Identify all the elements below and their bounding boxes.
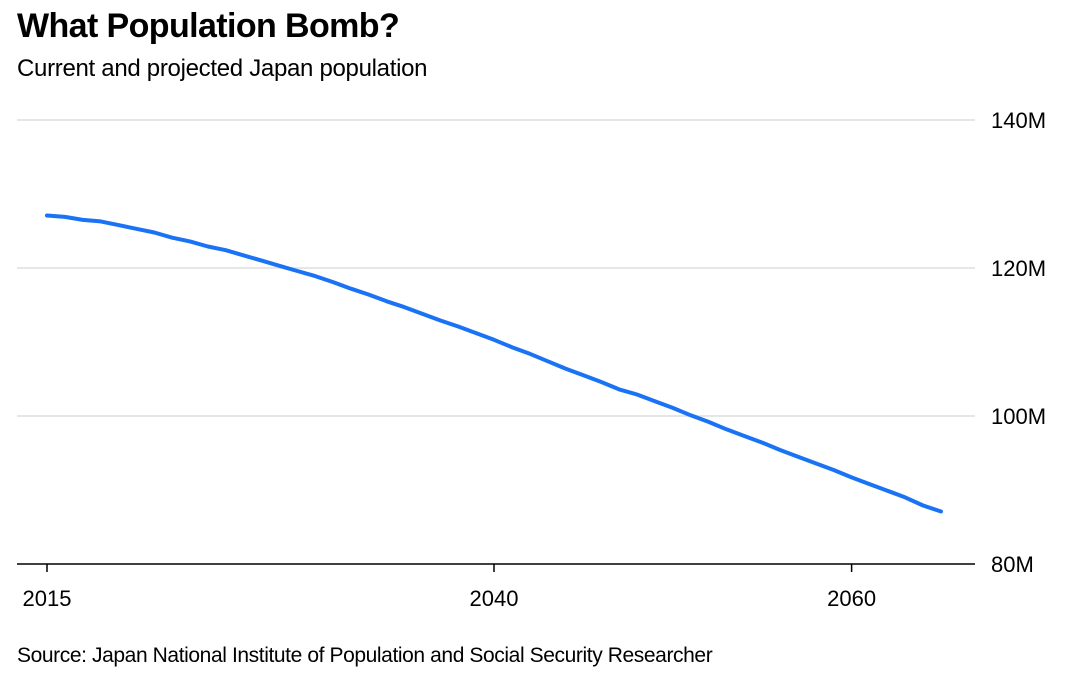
y-tick-label-80M: 80M bbox=[991, 552, 1034, 577]
x-axis-tick-labels: 2015 2040 2060 bbox=[23, 586, 877, 611]
y-tick-label-140M: 140M bbox=[991, 108, 1046, 133]
source-note: Source: Japan National Institute of Popu… bbox=[17, 644, 713, 667]
y-tick-label-120M: 120M bbox=[991, 256, 1046, 281]
y-axis-tick-labels: 80M 100M 120M 140M bbox=[991, 108, 1046, 577]
x-tick-label-2015: 2015 bbox=[23, 586, 72, 611]
chart-title: What Population Bomb? bbox=[17, 7, 400, 45]
y-tick-label-100M: 100M bbox=[991, 404, 1046, 429]
chart-subtitle: Current and projected Japan population bbox=[17, 55, 428, 82]
series-layer bbox=[45, 213, 943, 514]
population-series-line bbox=[45, 213, 943, 514]
x-axis bbox=[17, 563, 975, 572]
gridlines bbox=[17, 119, 975, 417]
x-tick-label-2060: 2060 bbox=[827, 586, 876, 611]
x-tick-label-2040: 2040 bbox=[470, 586, 519, 611]
